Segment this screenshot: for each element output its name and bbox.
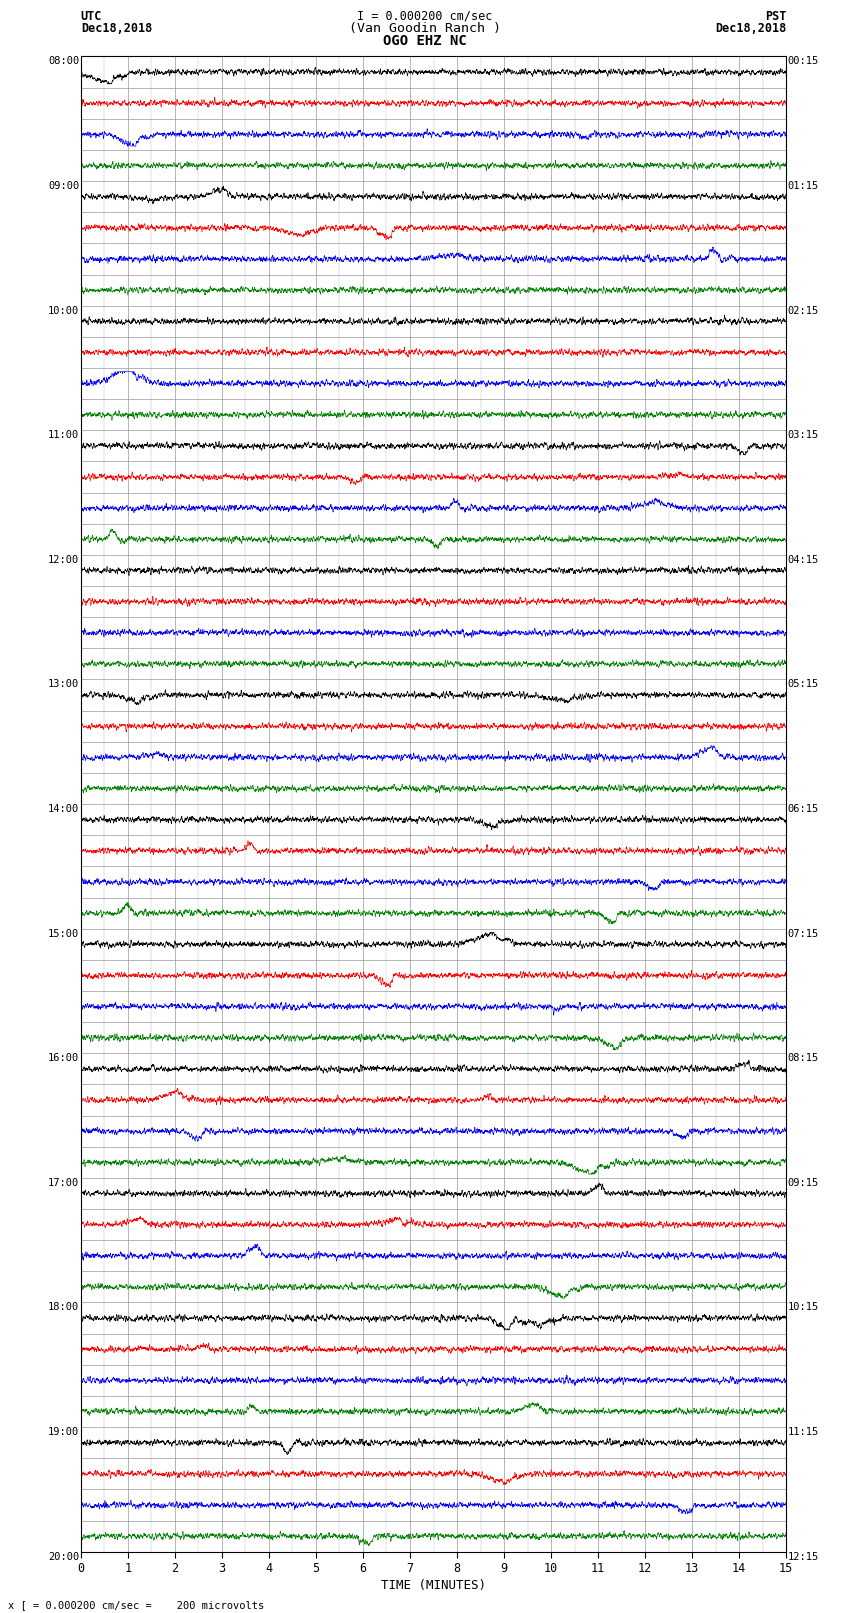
Text: x [ = 0.000200 cm/sec =    200 microvolts: x [ = 0.000200 cm/sec = 200 microvolts [8, 1600, 264, 1610]
Text: 06:15: 06:15 [788, 805, 819, 815]
Text: 13:00: 13:00 [48, 679, 79, 689]
Text: 10:15: 10:15 [788, 1303, 819, 1313]
Text: 04:15: 04:15 [788, 555, 819, 565]
Text: 07:15: 07:15 [788, 929, 819, 939]
Text: Dec18,2018: Dec18,2018 [715, 23, 786, 35]
Text: 09:15: 09:15 [788, 1177, 819, 1187]
Text: 08:15: 08:15 [788, 1053, 819, 1063]
Text: UTC: UTC [81, 10, 102, 23]
Text: 01:15: 01:15 [788, 181, 819, 190]
Text: 02:15: 02:15 [788, 306, 819, 316]
Text: I = 0.000200 cm/sec: I = 0.000200 cm/sec [357, 10, 493, 23]
Text: 17:00: 17:00 [48, 1177, 79, 1187]
Text: 09:00: 09:00 [48, 181, 79, 190]
Text: 12:00: 12:00 [48, 555, 79, 565]
Text: PST: PST [765, 10, 786, 23]
X-axis label: TIME (MINUTES): TIME (MINUTES) [381, 1579, 486, 1592]
Text: 11:00: 11:00 [48, 431, 79, 440]
Text: 20:00: 20:00 [48, 1552, 79, 1561]
Text: 16:00: 16:00 [48, 1053, 79, 1063]
Text: (Van Goodin Ranch ): (Van Goodin Ranch ) [349, 23, 501, 35]
Text: 14:00: 14:00 [48, 805, 79, 815]
Text: OGO EHZ NC: OGO EHZ NC [383, 34, 467, 48]
Text: 10:00: 10:00 [48, 306, 79, 316]
Text: 00:15: 00:15 [788, 56, 819, 66]
Text: 18:00: 18:00 [48, 1303, 79, 1313]
Text: Dec18,2018: Dec18,2018 [81, 23, 152, 35]
Text: 08:00: 08:00 [48, 56, 79, 66]
Text: 15:00: 15:00 [48, 929, 79, 939]
Text: 11:15: 11:15 [788, 1428, 819, 1437]
Text: 03:15: 03:15 [788, 431, 819, 440]
Text: 12:15: 12:15 [788, 1552, 819, 1561]
Text: 05:15: 05:15 [788, 679, 819, 689]
Text: 19:00: 19:00 [48, 1428, 79, 1437]
